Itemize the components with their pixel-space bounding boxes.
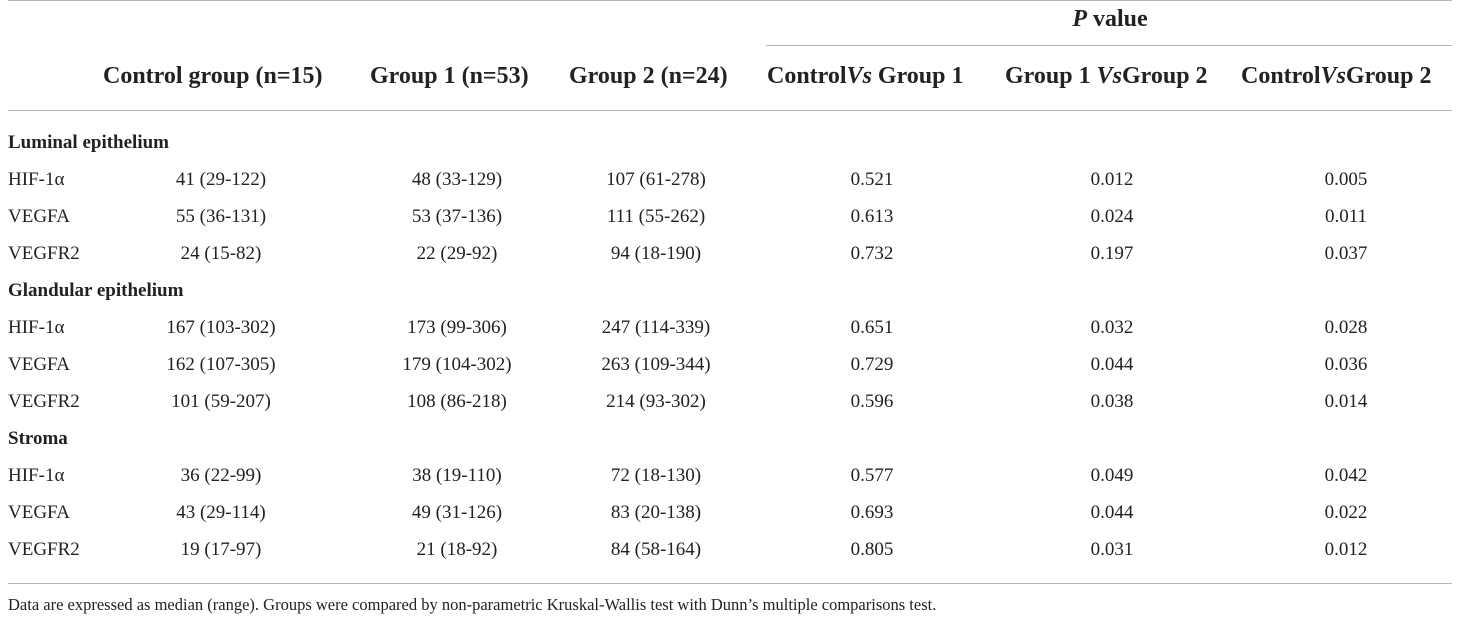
- table-cell: 247 (114-339): [601, 317, 711, 338]
- table-cell: 0.729: [850, 354, 894, 375]
- table-cell: 55 (36-131): [175, 206, 267, 227]
- table-cell: 0.042: [1324, 465, 1368, 486]
- table-cell: 0.651: [850, 317, 894, 338]
- table-cell: 49 (31-126): [411, 502, 503, 523]
- row-label: VEGFR2: [8, 539, 80, 560]
- column-header-group-1-vs-group-2: Group 1 VsGroup 2: [1005, 63, 1208, 89]
- section-title: Stroma: [8, 428, 68, 449]
- table-cell: 173 (99-306): [407, 317, 507, 338]
- table-cell: 53 (37-136): [411, 206, 503, 227]
- table-cell: 24 (15-82): [180, 243, 262, 264]
- table-cell: 162 (107-305): [166, 354, 276, 375]
- column-header-control-vs-group-1: ControlVs Group 1: [767, 63, 964, 89]
- table-cell: 41 (29-122): [175, 169, 267, 190]
- table-cell: 0.596: [850, 391, 894, 412]
- row-label: VEGFA: [8, 206, 70, 227]
- table-cell: 0.005: [1324, 169, 1368, 190]
- table-cell: 0.049: [1090, 465, 1134, 486]
- table-footnote: Data are expressed as median (range). Gr…: [8, 595, 937, 614]
- pvalue-rule: [766, 45, 1452, 46]
- table-cell: 0.521: [850, 169, 894, 190]
- table-cell: 72 (18-130): [610, 465, 702, 486]
- table-cell: 38 (19-110): [412, 465, 502, 486]
- table-cell: 21 (18-92): [416, 539, 498, 560]
- table-cell: 0.613: [850, 206, 894, 227]
- table-cell: 0.012: [1324, 539, 1368, 560]
- table-cell: 107 (61-278): [606, 169, 706, 190]
- table-cell: 108 (86-218): [407, 391, 507, 412]
- table-cell: 94 (18-190): [610, 243, 702, 264]
- row-label: HIF-1α: [8, 465, 65, 486]
- table-cell: 0.031: [1090, 539, 1134, 560]
- table-cell: 167 (103-302): [166, 317, 276, 338]
- table-cell: 0.036: [1324, 354, 1368, 375]
- table-cell: 0.012: [1090, 169, 1134, 190]
- table-cell: 0.197: [1090, 243, 1134, 264]
- table-cell: 0.011: [1324, 206, 1368, 227]
- table-cell: 0.028: [1324, 317, 1368, 338]
- row-label: HIF-1α: [8, 169, 65, 190]
- table-cell: 0.044: [1090, 502, 1134, 523]
- table-cell: 0.805: [850, 539, 894, 560]
- table-cell: 0.044: [1090, 354, 1134, 375]
- row-label: HIF-1α: [8, 317, 65, 338]
- table-cell: 0.024: [1090, 206, 1134, 227]
- top-rule: [8, 0, 1452, 1]
- table-cell: 0.577: [850, 465, 894, 486]
- table-cell: 0.038: [1090, 391, 1134, 412]
- table-cell: 36 (22-99): [180, 465, 262, 486]
- row-label: VEGFA: [8, 502, 70, 523]
- bottom-rule: [8, 583, 1452, 584]
- section-title: Glandular epithelium: [8, 280, 184, 301]
- table-cell: 83 (20-138): [610, 502, 702, 523]
- row-label: VEGFR2: [8, 243, 80, 264]
- pvalue-header: P value: [1072, 6, 1148, 32]
- table-cell: 0.032: [1090, 317, 1134, 338]
- table-cell: 111 (55-262): [606, 206, 706, 227]
- table-cell: 214 (93-302): [606, 391, 706, 412]
- table-cell: 0.014: [1324, 391, 1368, 412]
- table-cell: 0.022: [1324, 502, 1368, 523]
- table-cell: 0.732: [850, 243, 894, 264]
- table-cell: 19 (17-97): [180, 539, 262, 560]
- table-cell: 48 (33-129): [411, 169, 503, 190]
- section-title: Luminal epithelium: [8, 132, 169, 153]
- table-cell: 43 (29-114): [176, 502, 266, 523]
- table-cell: 22 (29-92): [416, 243, 498, 264]
- column-header-group-2: Group 2 (n=24): [569, 63, 728, 89]
- table-cell: 263 (109-344): [601, 354, 711, 375]
- table-cell: 101 (59-207): [171, 391, 271, 412]
- table-cell: 84 (58-164): [610, 539, 702, 560]
- row-label: VEGFA: [8, 354, 70, 375]
- table-cell: 0.693: [850, 502, 894, 523]
- column-header-control-vs-group-2: ControlVsGroup 2: [1241, 63, 1432, 89]
- table-cell: 0.037: [1324, 243, 1368, 264]
- column-header-control-group: Control group (n=15): [103, 63, 323, 89]
- row-label: VEGFR2: [8, 391, 80, 412]
- column-header-group-1: Group 1 (n=53): [370, 63, 529, 89]
- header-rule: [8, 110, 1452, 111]
- table-cell: 179 (104-302): [402, 354, 512, 375]
